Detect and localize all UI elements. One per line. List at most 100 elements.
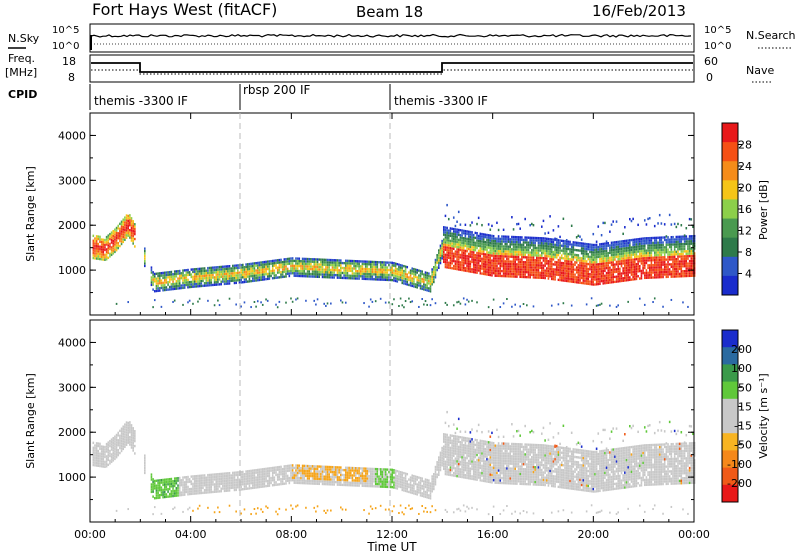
power-mark — [124, 231, 126, 234]
power-mark — [349, 264, 352, 268]
power-mark — [624, 226, 626, 229]
power-mark — [582, 274, 585, 277]
velocity-mark — [134, 444, 136, 448]
power-mark — [638, 247, 641, 251]
power-mark — [575, 253, 578, 257]
power-mark — [431, 298, 433, 301]
power-mark — [539, 237, 541, 240]
power-mark — [477, 269, 480, 272]
power-mark — [373, 268, 375, 271]
power-mark — [308, 260, 311, 263]
velocity-mark — [187, 478, 189, 481]
power-mark — [388, 268, 390, 272]
power-mark — [225, 282, 227, 285]
velocity-mark — [130, 433, 133, 437]
power-mark — [358, 260, 360, 263]
power-mark — [281, 270, 284, 274]
power-mark — [595, 280, 598, 284]
power-mark — [552, 273, 555, 276]
power-mark — [640, 237, 643, 240]
power-mark — [384, 276, 387, 279]
velocity-mark — [261, 485, 264, 488]
power-mark — [607, 266, 610, 270]
power-mark — [569, 270, 571, 273]
velocity-mark — [223, 482, 226, 485]
power-mark — [665, 270, 668, 274]
power-mark — [449, 261, 452, 265]
power-mark — [129, 214, 131, 217]
velocity-mark — [190, 480, 193, 483]
power-mark — [202, 277, 204, 280]
power-mark — [150, 268, 153, 272]
power-mark — [625, 249, 628, 252]
velocity-mark — [223, 479, 226, 483]
power-mark — [246, 265, 249, 268]
power-mark — [482, 270, 485, 273]
power-mark — [466, 232, 468, 236]
power-mark — [444, 301, 447, 304]
power-mark — [351, 262, 354, 265]
power-mark — [178, 287, 181, 290]
power-mark — [617, 265, 619, 268]
velocity-mark — [225, 482, 227, 485]
power-mark — [492, 257, 495, 260]
power-mark — [472, 243, 475, 247]
velocity-mark — [125, 421, 128, 424]
power-mark — [665, 273, 668, 276]
power-mark — [476, 261, 478, 265]
power-mark — [235, 303, 237, 306]
power-mark — [545, 249, 548, 253]
power-mark — [672, 255, 674, 259]
power-mark — [127, 219, 129, 223]
velocity-mark — [278, 483, 281, 486]
power-mark — [487, 258, 490, 262]
power-mark — [652, 259, 654, 262]
power-mark — [599, 250, 601, 253]
power-mark — [597, 225, 600, 228]
power-mark — [482, 262, 485, 266]
velocity-mark — [132, 434, 134, 437]
power-mark — [434, 261, 437, 264]
velocity-mark — [273, 471, 276, 474]
power-mark — [451, 244, 453, 248]
power-mark — [577, 266, 580, 269]
power-mark — [246, 263, 249, 266]
power-mark — [642, 262, 644, 265]
power-mark — [612, 263, 615, 266]
power-mark — [547, 237, 550, 241]
power-mark — [456, 250, 458, 254]
power-mark — [306, 270, 309, 273]
power-mark — [477, 237, 480, 240]
power-mark — [248, 265, 251, 268]
power-mark — [366, 267, 369, 271]
velocity-mark — [134, 439, 136, 443]
power-mark — [462, 239, 465, 242]
power-mark — [690, 249, 693, 253]
power-mark — [614, 248, 616, 251]
power-mark — [446, 226, 448, 230]
power-mark — [600, 250, 603, 253]
power-mark — [173, 277, 176, 281]
velocity-mark — [228, 471, 231, 475]
velocity-mark — [110, 460, 113, 464]
power-mark — [124, 218, 126, 222]
velocity-mark — [217, 477, 219, 481]
power-mark — [614, 246, 616, 249]
power-mark — [373, 263, 375, 266]
power-mark — [288, 262, 291, 265]
power-mark — [570, 273, 573, 276]
velocity-mark — [115, 443, 118, 447]
power-mark — [263, 263, 266, 266]
power-mark — [160, 271, 163, 275]
power-mark — [677, 222, 679, 226]
velocity-mark — [285, 472, 287, 475]
power-mark — [479, 242, 482, 245]
power-mark — [456, 230, 458, 234]
power-mark — [652, 246, 654, 250]
power-mark — [271, 269, 274, 273]
power-mark — [270, 272, 272, 275]
power-mark — [534, 236, 536, 240]
power-mark — [120, 223, 123, 226]
power-mark — [590, 258, 593, 261]
velocity-mark — [165, 485, 168, 489]
